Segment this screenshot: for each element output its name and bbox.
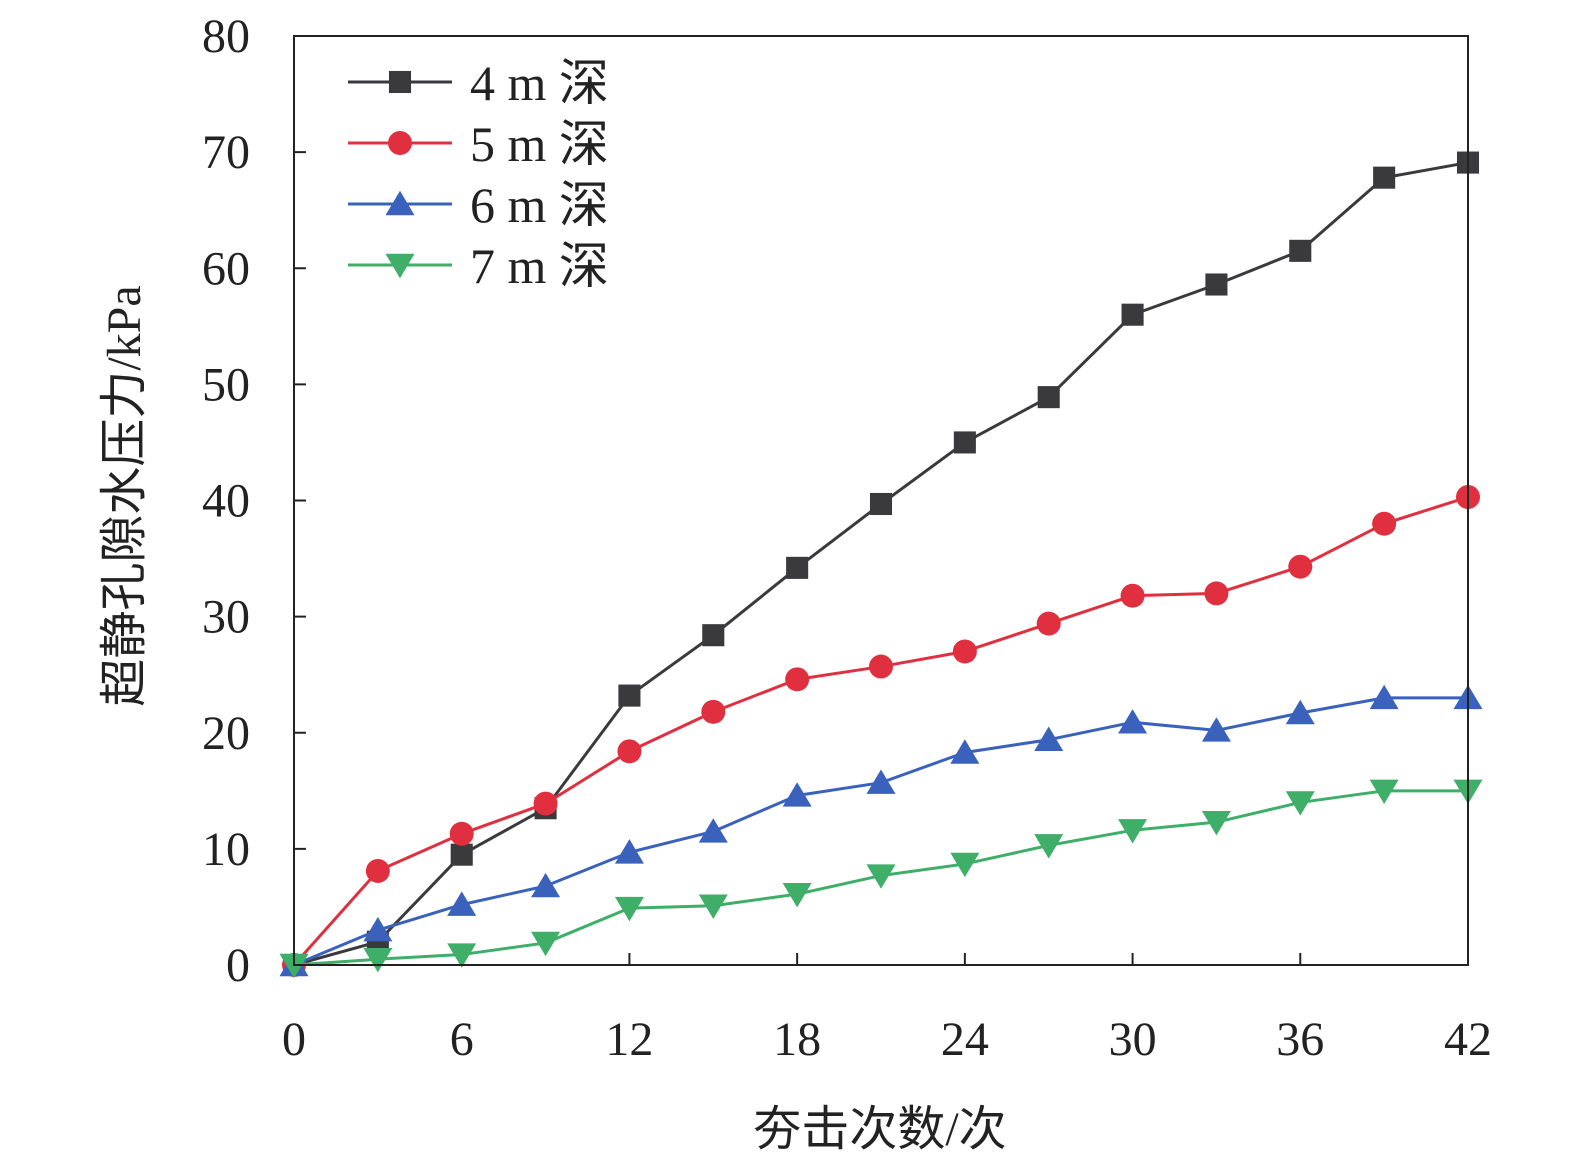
y-tick-label: 40 bbox=[202, 475, 250, 528]
y-tick-label: 20 bbox=[202, 707, 250, 760]
legend-item: 5 m 深 bbox=[348, 116, 609, 172]
circle-marker bbox=[1204, 581, 1229, 606]
y-tick-label: 50 bbox=[202, 358, 250, 411]
x-tick-label: 30 bbox=[1109, 1013, 1157, 1066]
triangle-up-marker bbox=[1118, 709, 1148, 734]
triangle-down-marker bbox=[385, 253, 415, 279]
triangle-up-marker bbox=[385, 190, 415, 216]
circle-marker bbox=[1120, 583, 1145, 608]
legend-item: 4 m 深 bbox=[348, 55, 609, 111]
square-marker bbox=[1121, 303, 1144, 326]
y-tick-label: 10 bbox=[202, 823, 250, 876]
triangle-up-marker bbox=[1201, 717, 1231, 742]
y-tick-label: 70 bbox=[202, 126, 250, 179]
square-marker bbox=[1289, 239, 1312, 262]
triangle-down-marker bbox=[1285, 791, 1315, 816]
circle-marker bbox=[1288, 554, 1313, 579]
triangle-down-marker bbox=[1118, 819, 1148, 844]
x-tick-label: 12 bbox=[605, 1013, 653, 1066]
legend-label: 7 m 深 bbox=[470, 238, 609, 294]
square-marker bbox=[618, 684, 641, 707]
triangle-up-marker bbox=[1034, 726, 1064, 751]
x-tick-labels: 0 6 12 18 24 30 36 42 bbox=[282, 1013, 1492, 1066]
triangle-up-marker bbox=[698, 818, 728, 843]
triangle-down-marker bbox=[1369, 779, 1399, 805]
y-tick-label: 80 bbox=[202, 10, 250, 63]
triangle-up-marker bbox=[363, 916, 393, 942]
square-marker bbox=[1373, 166, 1396, 189]
circle-marker bbox=[1036, 611, 1061, 636]
legend-label: 5 m 深 bbox=[470, 116, 609, 172]
triangle-down-marker bbox=[1201, 810, 1231, 836]
triangle-down-marker bbox=[782, 882, 812, 908]
x-tick-label: 0 bbox=[282, 1013, 306, 1066]
y-tick-label: 0 bbox=[226, 939, 250, 992]
x-tick-label: 36 bbox=[1276, 1013, 1324, 1066]
circle-marker bbox=[785, 667, 810, 692]
legend-label: 6 m 深 bbox=[470, 177, 609, 233]
circle-marker bbox=[388, 131, 412, 155]
triangle-down-marker bbox=[1034, 834, 1064, 859]
x-tick-label: 42 bbox=[1444, 1013, 1492, 1066]
square-marker bbox=[953, 431, 976, 454]
triangle-up-marker bbox=[782, 782, 812, 807]
x-tick-label: 6 bbox=[450, 1013, 474, 1066]
triangle-down-marker bbox=[950, 852, 980, 878]
circle-marker bbox=[533, 791, 558, 816]
series-4 bbox=[279, 779, 1483, 979]
square-marker bbox=[1037, 386, 1060, 409]
triangle-down-marker bbox=[866, 864, 896, 889]
square-marker bbox=[786, 556, 809, 579]
legend-item: 6 m 深 bbox=[348, 177, 609, 233]
triangle-down-marker bbox=[363, 947, 393, 973]
data-series bbox=[279, 151, 1483, 979]
triangle-up-marker bbox=[1285, 699, 1315, 725]
circle-marker bbox=[869, 654, 893, 679]
triangle-up-marker bbox=[614, 839, 644, 864]
square-marker bbox=[450, 843, 473, 866]
y-tick-label: 60 bbox=[202, 242, 250, 295]
square-marker bbox=[869, 492, 893, 516]
circle-marker bbox=[365, 858, 390, 883]
circle-marker bbox=[1372, 511, 1397, 536]
square-marker bbox=[702, 624, 725, 647]
circle-marker bbox=[701, 699, 726, 724]
triangle-up-marker bbox=[531, 872, 561, 898]
plot-frame bbox=[293, 35, 1469, 966]
circle-marker bbox=[449, 821, 474, 846]
x-axis-title: 夯击次数/次 bbox=[753, 1103, 1006, 1156]
x-tick-label: 24 bbox=[941, 1013, 989, 1066]
legend-item: 7 m 深 bbox=[348, 238, 609, 294]
y-axis-title: 超静孔隙水压力/kPa bbox=[98, 285, 151, 706]
triangle-up-marker bbox=[950, 739, 980, 764]
y-tick-labels: 0 10 20 30 40 50 60 70 80 bbox=[202, 10, 250, 992]
triangle-down-marker bbox=[698, 894, 728, 919]
square-marker bbox=[388, 70, 412, 94]
x-tick-label: 18 bbox=[773, 1013, 821, 1066]
legend: 4 m 深5 m 深6 m 深7 m 深 bbox=[348, 55, 609, 294]
y-tick-label: 30 bbox=[202, 591, 250, 644]
triangle-up-marker bbox=[866, 769, 896, 794]
triangle-down-marker bbox=[447, 943, 477, 968]
triangle-up-marker bbox=[447, 891, 477, 916]
circle-marker bbox=[617, 739, 642, 764]
circle-marker bbox=[952, 639, 977, 664]
triangle-down-marker bbox=[614, 896, 644, 922]
square-marker bbox=[1205, 273, 1228, 296]
legend-label: 4 m 深 bbox=[470, 55, 609, 111]
triangle-down-marker bbox=[531, 931, 561, 957]
triangle-up-marker bbox=[1369, 684, 1399, 710]
